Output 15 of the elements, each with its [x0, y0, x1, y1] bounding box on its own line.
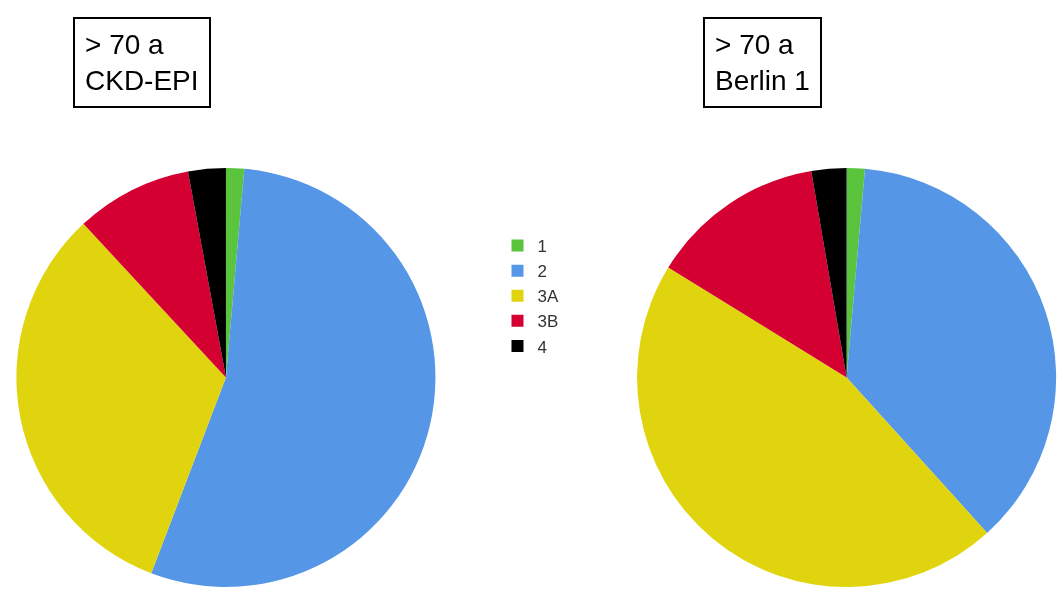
- legend-label: 2: [537, 262, 547, 282]
- pie-slice: [83, 171, 226, 378]
- pie-slice: [637, 267, 988, 587]
- pie-slice: [846, 168, 1056, 533]
- chart-title: > 70 a CKD-EPI: [85, 29, 199, 97]
- legend-label: 4: [537, 337, 547, 357]
- pie-slice: [187, 167, 226, 378]
- chart-title: > 70 a Berlin 1: [715, 29, 810, 97]
- pie-slice: [151, 168, 436, 587]
- pie-slice: [668, 170, 847, 378]
- legend-label: 3B: [537, 312, 559, 332]
- legend-label: 1: [537, 237, 547, 257]
- pie-slice: [16, 223, 226, 574]
- legend-label: 3A: [537, 287, 559, 307]
- pie-slice: [811, 167, 847, 378]
